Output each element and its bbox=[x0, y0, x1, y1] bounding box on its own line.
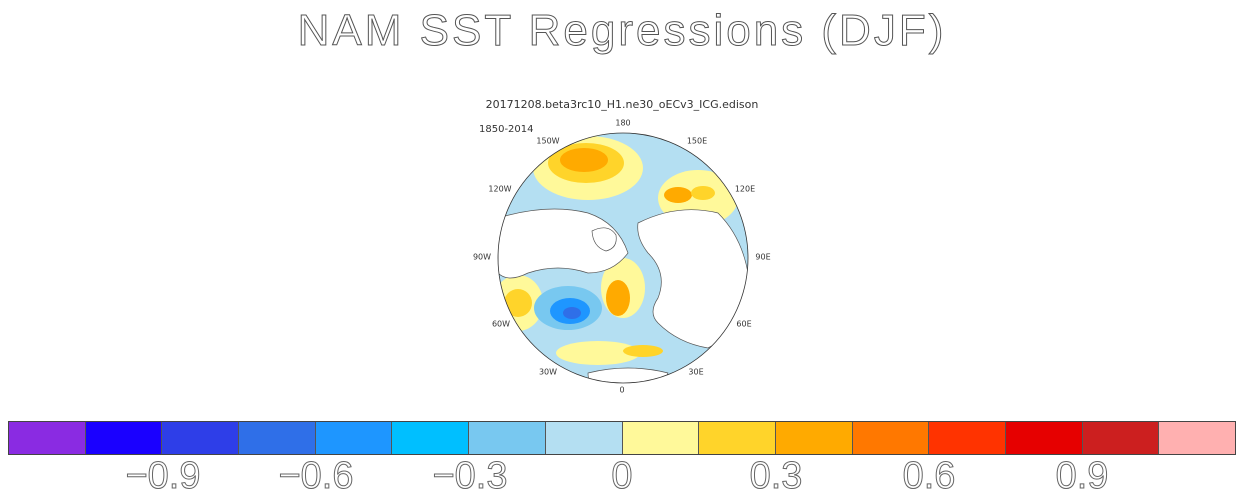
polar-map bbox=[497, 132, 749, 384]
colorbar-box bbox=[622, 422, 700, 454]
sst-field bbox=[498, 133, 748, 383]
colorbar-box bbox=[9, 422, 86, 454]
colorbar-box bbox=[392, 422, 470, 454]
lon-label: 60W bbox=[491, 319, 511, 329]
page-title: NAM SST Regressions (DJF) bbox=[297, 6, 947, 56]
colorbar-box bbox=[469, 422, 546, 454]
colorbar-box bbox=[1082, 422, 1160, 454]
lon-label: 180 bbox=[615, 118, 631, 128]
colorbar-tick-label: 0.3 bbox=[749, 455, 803, 498]
colorbar-box bbox=[1159, 422, 1235, 454]
lon-label: 0 bbox=[619, 385, 625, 395]
colorbar-box bbox=[1005, 422, 1083, 454]
colorbar-box bbox=[162, 422, 240, 454]
colorbar-box bbox=[315, 422, 393, 454]
colorbar-box bbox=[85, 422, 163, 454]
colorbar-box bbox=[775, 422, 853, 454]
lon-label: 30W bbox=[538, 367, 558, 377]
lon-label: 90E bbox=[755, 252, 771, 262]
period-label: 1850-2014 bbox=[479, 124, 534, 135]
colorbar-box bbox=[852, 422, 930, 454]
lon-label: 30E bbox=[688, 367, 704, 377]
subtitle: 20171208.beta3rc10_H1.ne30_oECv3_ICG.edi… bbox=[485, 98, 759, 111]
map-boundary bbox=[497, 132, 749, 384]
colorbar-tick-label: 0.9 bbox=[1055, 455, 1109, 498]
colorbar-box bbox=[929, 422, 1006, 454]
colorbar-box bbox=[699, 422, 776, 454]
lon-label: 120W bbox=[488, 184, 512, 194]
lon-label: 120E bbox=[734, 184, 756, 194]
lon-label: 60E bbox=[736, 319, 752, 329]
lon-label: 150E bbox=[686, 136, 708, 146]
colorbar-box bbox=[239, 422, 316, 454]
colorbar-tick-label: −0.3 bbox=[432, 455, 508, 498]
colorbar-box bbox=[545, 422, 623, 454]
colorbar bbox=[8, 421, 1236, 455]
colorbar-tick-label: −0.9 bbox=[125, 455, 201, 498]
colorbar-tick-label: 0.6 bbox=[902, 455, 956, 498]
lon-label: 150W bbox=[536, 136, 560, 146]
colorbar-tick-label: −0.6 bbox=[278, 455, 354, 498]
colorbar-tick-label: 0 bbox=[611, 455, 633, 498]
lon-label: 90W bbox=[472, 252, 492, 262]
